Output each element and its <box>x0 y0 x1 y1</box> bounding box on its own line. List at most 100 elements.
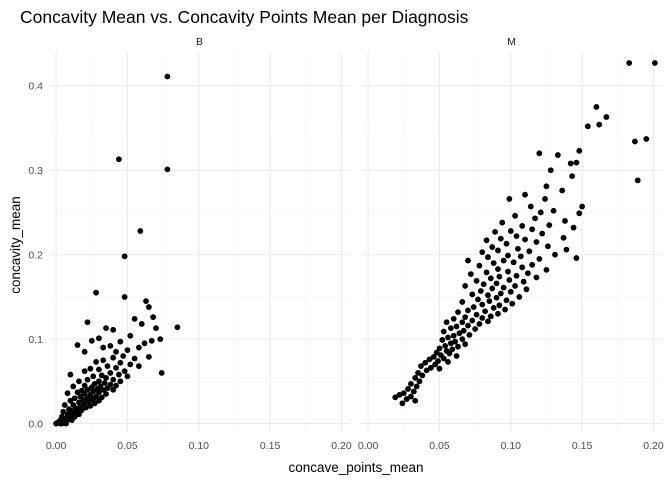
data-point <box>135 344 142 351</box>
data-point <box>74 342 81 348</box>
data-point <box>502 306 508 313</box>
data-point <box>485 254 491 261</box>
data-point <box>526 248 533 255</box>
data-point <box>497 235 504 242</box>
data-point <box>121 293 128 300</box>
data-point <box>559 187 566 194</box>
data-point <box>576 147 583 154</box>
data-point <box>505 268 511 275</box>
data-point <box>116 156 122 163</box>
data-point <box>413 383 420 390</box>
data-point <box>60 408 67 415</box>
data-point <box>513 233 520 239</box>
data-point <box>519 264 526 271</box>
data-point <box>462 341 469 348</box>
data-point <box>522 191 528 198</box>
data-point <box>93 359 99 365</box>
data-point <box>61 402 68 408</box>
x-tick-label: 0.15 <box>572 440 593 452</box>
data-point <box>426 356 433 363</box>
data-point <box>143 298 149 305</box>
data-point <box>110 326 117 333</box>
data-point <box>573 255 580 261</box>
data-point <box>120 353 127 359</box>
data-points-M <box>392 60 658 407</box>
data-point <box>127 332 134 339</box>
data-point <box>104 363 111 370</box>
data-point <box>510 259 517 266</box>
data-point <box>81 348 88 355</box>
x-tick-label: 0.05 <box>117 440 138 452</box>
data-point <box>496 273 503 280</box>
data-point <box>469 291 476 298</box>
data-point <box>436 365 443 372</box>
data-point <box>542 196 548 202</box>
data-point <box>487 275 494 282</box>
data-point <box>71 395 78 402</box>
x-tick-label: 0.10 <box>501 440 522 452</box>
data-point <box>84 319 91 326</box>
data-point <box>76 411 82 418</box>
data-point <box>445 334 451 341</box>
data-point <box>482 308 489 315</box>
data-point <box>533 274 540 281</box>
data-point <box>516 293 523 300</box>
data-point <box>489 285 496 292</box>
data-point <box>141 340 148 347</box>
data-point <box>465 257 471 264</box>
data-point <box>113 348 119 355</box>
data-point <box>96 389 102 396</box>
data-point <box>456 330 463 337</box>
data-point <box>552 251 558 258</box>
data-point <box>503 297 510 304</box>
x-tick-label: 0.15 <box>260 440 281 452</box>
data-point <box>529 261 536 268</box>
data-point <box>472 326 479 332</box>
data-point <box>408 380 414 387</box>
data-point <box>537 209 544 216</box>
x-tick-label: 0.00 <box>46 440 67 452</box>
data-point <box>476 321 483 327</box>
data-point <box>489 244 496 250</box>
data-point <box>529 226 536 233</box>
data-point <box>96 366 102 373</box>
data-point <box>396 391 403 398</box>
y-tick-label: 0.0 <box>28 418 43 430</box>
data-point <box>512 283 518 289</box>
data-point <box>76 378 82 385</box>
data-point <box>493 280 500 287</box>
data-point <box>67 371 74 378</box>
data-point <box>70 383 77 390</box>
data-point <box>107 342 114 349</box>
data-point <box>164 166 171 173</box>
data-point <box>148 337 155 344</box>
data-point <box>462 314 469 321</box>
data-point <box>432 361 439 368</box>
data-point <box>399 400 406 407</box>
data-point <box>137 228 144 234</box>
data-point <box>110 386 117 393</box>
data-point <box>164 73 171 80</box>
data-point <box>449 346 456 353</box>
data-point <box>576 210 583 217</box>
data-point <box>419 372 426 379</box>
data-point <box>462 283 469 289</box>
data-point <box>63 420 70 427</box>
data-point <box>436 345 443 352</box>
data-point <box>507 228 514 234</box>
data-point <box>487 313 494 320</box>
data-point <box>486 298 493 305</box>
data-point <box>131 355 138 362</box>
data-point <box>124 347 131 353</box>
data-point <box>453 353 460 359</box>
data-point <box>495 266 501 272</box>
data-point <box>473 277 480 284</box>
data-point <box>483 269 490 276</box>
data-point <box>157 336 164 343</box>
data-point <box>465 322 471 329</box>
data-point <box>466 331 473 338</box>
data-point <box>405 386 411 392</box>
data-point <box>500 257 507 264</box>
data-point <box>93 289 99 296</box>
data-point <box>124 373 131 380</box>
